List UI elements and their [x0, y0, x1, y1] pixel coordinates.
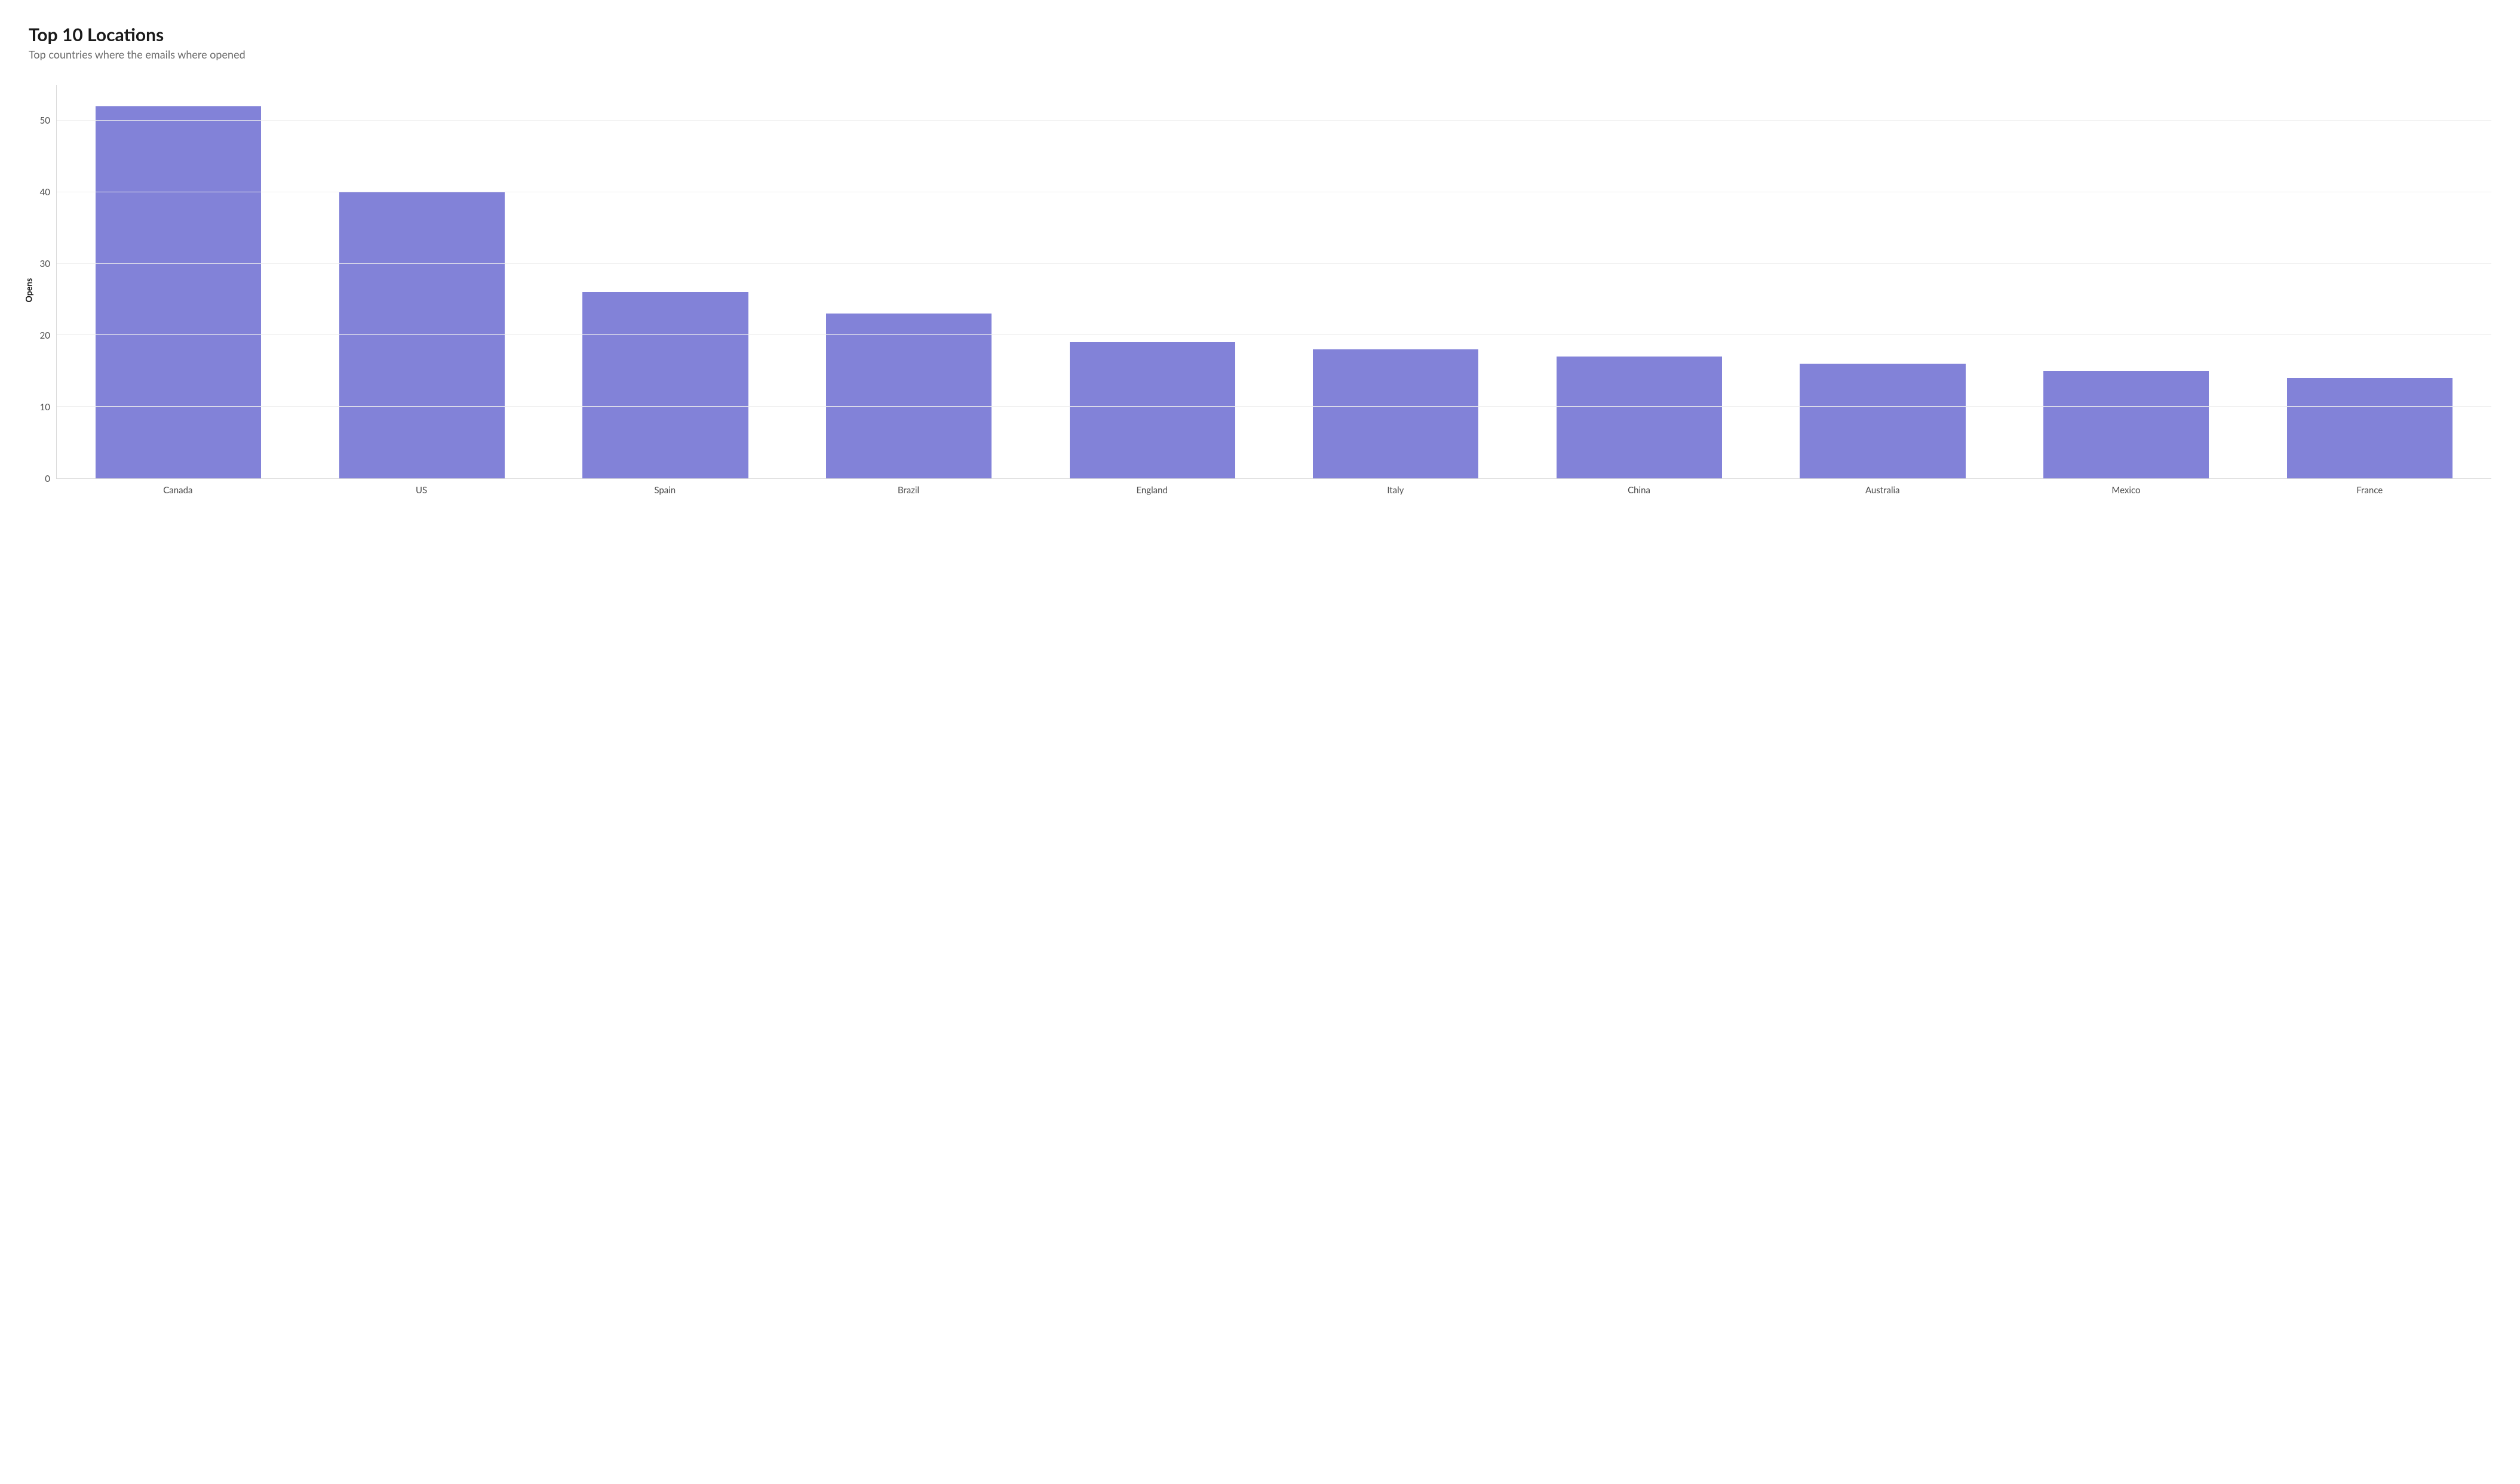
y-tick-label: 40	[40, 187, 50, 198]
gridline	[57, 263, 2491, 264]
bar-slot	[2248, 85, 2491, 478]
bar	[1070, 342, 1235, 478]
x-tick-label: Spain	[543, 479, 787, 496]
bar	[2043, 371, 2209, 478]
bar-slot	[2005, 85, 2248, 478]
chart-body: Opens 01020304050 CanadaUSSpainBrazilEng…	[29, 85, 2491, 496]
bar-slot	[300, 85, 544, 478]
bar	[1313, 349, 1478, 478]
x-axis-ticks: CanadaUSSpainBrazilEnglandItalyChinaAust…	[56, 479, 2491, 496]
bar-slot	[1274, 85, 1518, 478]
x-tick-label: Canada	[56, 479, 300, 496]
x-tick-label: Brazil	[787, 479, 1030, 496]
x-tick-label: Australia	[1761, 479, 2005, 496]
y-axis-ticks: 01020304050	[29, 85, 56, 479]
bar	[2287, 378, 2453, 478]
y-tick-label: 10	[40, 402, 50, 413]
bar	[582, 292, 748, 478]
bar-slot	[1761, 85, 2005, 478]
bar	[826, 314, 992, 478]
gridline	[57, 334, 2491, 335]
y-tick-label: 50	[40, 115, 50, 126]
bar-slot	[57, 85, 300, 478]
plot-row: 01020304050	[29, 85, 2491, 479]
y-tick-label: 30	[40, 259, 50, 269]
x-tick-label: Italy	[1274, 479, 1518, 496]
x-tick-label: US	[300, 479, 544, 496]
bar	[1800, 364, 1965, 478]
bar-slot	[544, 85, 787, 478]
chart-container: Top 10 Locations Top countries where the…	[0, 0, 2520, 514]
bar-slot	[1030, 85, 1274, 478]
bar	[1557, 357, 1722, 478]
y-tick-label: 20	[40, 330, 50, 341]
chart-subtitle: Top countries where the emails where ope…	[29, 48, 2491, 61]
chart-title: Top 10 Locations	[29, 24, 2491, 45]
x-tick-label: China	[1517, 479, 1761, 496]
x-tick-label: Mexico	[2005, 479, 2248, 496]
bar	[96, 106, 261, 478]
bar-slot	[1518, 85, 1761, 478]
bars-group	[57, 85, 2491, 478]
y-tick-label: 0	[45, 474, 50, 484]
x-tick-label: France	[2248, 479, 2491, 496]
bar-slot	[787, 85, 1031, 478]
gridline	[57, 406, 2491, 407]
gridline	[57, 120, 2491, 121]
plot-area	[56, 85, 2491, 479]
x-tick-label: England	[1030, 479, 1274, 496]
